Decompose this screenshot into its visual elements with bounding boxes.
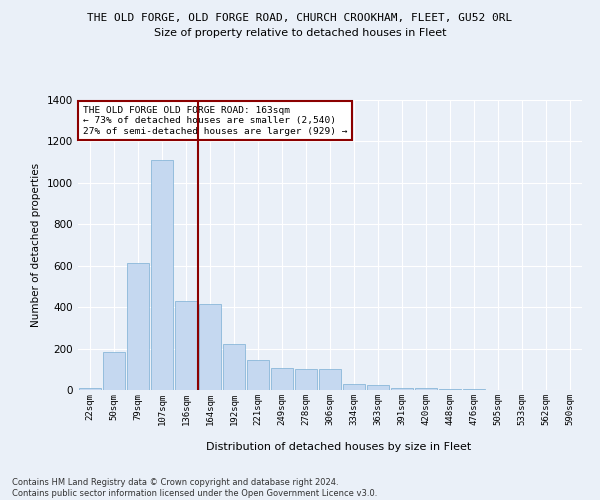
Text: Distribution of detached houses by size in Fleet: Distribution of detached houses by size … [206,442,472,452]
Bar [391,388,413,390]
Bar [151,160,173,390]
Bar [463,389,485,390]
Bar [271,368,293,390]
Bar [343,384,365,390]
Text: THE OLD FORGE OLD FORGE ROAD: 163sqm
← 73% of detached houses are smaller (2,540: THE OLD FORGE OLD FORGE ROAD: 163sqm ← 7… [83,106,347,136]
Bar [295,370,317,390]
Text: Contains HM Land Registry data © Crown copyright and database right 2024.
Contai: Contains HM Land Registry data © Crown c… [12,478,377,498]
Bar [127,262,149,390]
Bar [439,389,461,390]
Bar [103,352,125,390]
Y-axis label: Number of detached properties: Number of detached properties [31,163,41,327]
Bar [223,344,245,390]
Bar [367,385,389,390]
Text: Size of property relative to detached houses in Fleet: Size of property relative to detached ho… [154,28,446,38]
Bar [319,370,341,390]
Bar [415,388,437,390]
Bar [247,360,269,390]
Bar [175,301,197,390]
Bar [199,304,221,390]
Bar [79,388,101,390]
Text: THE OLD FORGE, OLD FORGE ROAD, CHURCH CROOKHAM, FLEET, GU52 0RL: THE OLD FORGE, OLD FORGE ROAD, CHURCH CR… [88,12,512,22]
